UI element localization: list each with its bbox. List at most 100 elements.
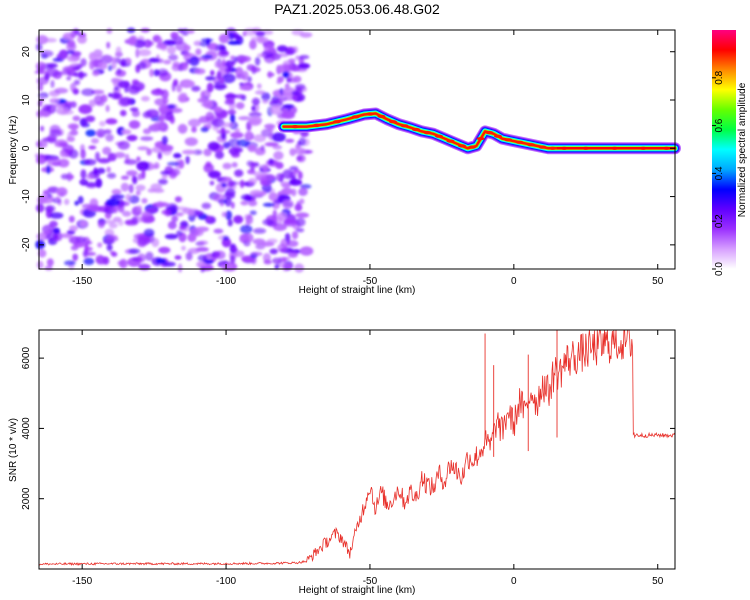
noise-blob [248,118,262,127]
noise-blob [299,54,310,60]
noise-blob [211,118,225,128]
snr-y-tick-label: 6000 [21,347,32,370]
noise-blob [40,125,45,132]
noise-blob [240,200,249,206]
noise-blob [128,248,141,254]
noise-blob [49,98,60,104]
noise-blob [102,146,112,155]
noise-blob [300,184,312,189]
noise-blob [106,41,111,49]
noise-blob [72,253,79,261]
noise-blob [185,251,193,261]
noise-blob [196,261,207,268]
noise-blob [249,210,257,216]
noise-blob [174,36,184,45]
noise-blob [178,225,187,230]
noise-blob [79,118,87,127]
noise-blob [161,209,172,215]
noise-blob [66,41,77,52]
noise-blob [288,179,303,186]
noise-blob [230,113,236,123]
noise-blob [42,190,50,195]
figure-title: PAZ1.2025.053.06.48.G02 [274,1,440,17]
noise-blob [68,174,74,180]
spectrogram-y-tick-label: -20 [21,237,32,252]
noise-blob [292,95,298,101]
spectrogram-noise [34,27,314,273]
signal-peak [400,124,409,128]
noise-blob [248,111,262,118]
noise-blob [167,221,177,230]
noise-blob [260,191,267,196]
noise-blob [228,147,240,155]
colorbar-tick-label: 0.4 [714,166,725,180]
noise-blob [85,129,96,137]
signal-peak [476,137,485,141]
noise-blob [295,55,301,60]
noise-blob [235,102,245,110]
noise-blob [171,64,181,72]
noise-blob [200,102,212,107]
noise-blob [121,129,132,135]
signal-peak [548,146,557,150]
noise-blob [94,52,103,61]
noise-blob [257,53,266,58]
noise-blob [213,106,223,114]
noise-blob [235,35,243,41]
noise-blob [85,115,96,123]
noise-blob [93,95,103,104]
noise-blob [203,259,214,265]
noise-blob [277,76,284,83]
noise-blob [281,257,287,263]
noise-blob [42,137,56,142]
noise-blob [213,193,225,202]
noise-blob [239,85,253,91]
noise-blob [188,118,201,127]
noise-blob [117,260,126,266]
noise-blob [181,61,189,71]
signal-peak [468,145,477,149]
noise-blob [38,249,47,258]
noise-blob [55,196,61,202]
noise-blob [141,211,152,218]
noise-blob [155,88,162,93]
noise-blob [276,45,288,53]
noise-blob [195,48,202,56]
signal-peak [446,139,455,143]
noise-blob [117,219,124,226]
noise-blob [146,208,159,213]
noise-blob [273,223,287,231]
noise-blob [268,158,275,165]
noise-blob [230,55,235,61]
noise-blob [168,54,179,61]
noise-blob [297,171,303,180]
noise-blob [297,63,311,69]
colorbar-ticks: 0.0 0.2 0.4 0.6 0.8 [712,70,725,276]
noise-blob [153,69,160,77]
noise-blob [108,93,113,98]
noise-blob [69,129,79,136]
spectrogram-x-ticks: -150 -100 -50 0 50 [72,30,664,287]
noise-blob [106,166,111,173]
noise-blob [221,263,232,272]
noise-blob [149,68,154,78]
noise-blob [155,202,170,207]
noise-blob [225,60,235,69]
noise-blob [188,211,195,216]
noise-blob [70,29,77,38]
noise-blob [185,155,190,165]
noise-blob [241,70,249,81]
signal-peak [423,131,432,135]
noise-blob [70,101,77,108]
noise-blob [137,49,152,57]
noise-blob [69,225,78,232]
noise-blob [177,263,183,273]
noise-blob [194,68,206,75]
colorbar-tick-label: 0.2 [714,214,725,228]
noise-blob [221,122,234,128]
noise-blob [131,216,138,225]
noise-blob [187,247,201,254]
noise-blob [262,164,269,173]
noise-blob [283,218,297,227]
spectrogram-y-tick-label: 0 [21,145,32,151]
